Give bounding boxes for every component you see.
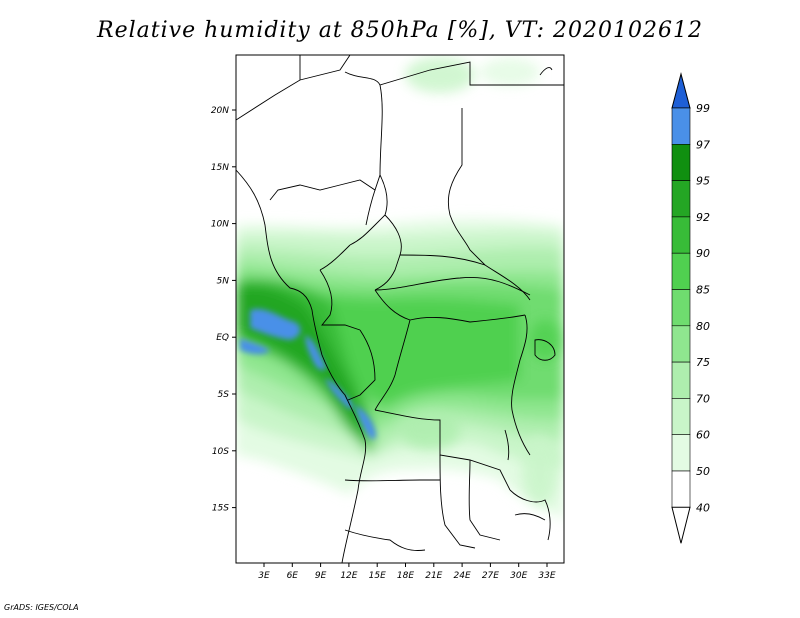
colorbar-swatch (671, 180, 691, 218)
colorbar-label: 50 (696, 465, 710, 478)
colorbar-bottom-arrow (671, 506, 691, 544)
latitude-axis: 20N 15N 10N 5N EQ 5S 10S 15S (211, 106, 236, 514)
lat-tick-label: 15S (212, 504, 229, 514)
colorbar-label: 60 (696, 429, 710, 442)
chart-title: Relative humidity at 850hPa [%], VT: 202… (97, 18, 703, 43)
lat-tick-label: 15N (211, 163, 229, 173)
colorbar-label: 92 (696, 211, 710, 224)
grads-credit: GrADS: IGES/COLA (4, 603, 79, 612)
lat-tick-label: 5N (217, 276, 230, 286)
lon-tick-label: 18E (397, 571, 414, 581)
lon-tick-label: 30E (510, 571, 527, 581)
lon-tick-label: 9E (315, 571, 327, 581)
colorbar-label: 85 (696, 284, 710, 297)
colorbar-swatch (671, 252, 691, 290)
colorbar-label: 97 (696, 138, 710, 151)
colorbar-label: 70 (696, 392, 710, 405)
colorbar-label: 99 (696, 102, 710, 115)
lon-tick-label: 21E (425, 571, 442, 581)
colorbar-swatch (671, 289, 691, 327)
lon-tick-label: 15E (369, 571, 386, 581)
lat-tick-label: 10N (211, 220, 229, 230)
lat-tick-label: 10S (212, 447, 229, 457)
country-borders (236, 55, 564, 563)
colorbar-swatch (671, 107, 691, 145)
colorbar-label: 90 (696, 247, 710, 260)
colorbar-swatch (671, 398, 691, 435)
colorbar-label: 80 (696, 320, 710, 333)
colorbar-swatch (671, 144, 691, 181)
humidity-shading (236, 55, 564, 563)
colorbar-label: 40 (696, 501, 710, 514)
colorbar-swatch (671, 470, 691, 508)
lon-tick-label: 3E (258, 571, 270, 581)
colorbar-top-arrow (671, 72, 691, 109)
plot-frame (235, 54, 565, 564)
lat-tick-label: 20N (211, 106, 229, 116)
lon-tick-label: 24E (454, 571, 471, 581)
lon-tick-label: 27E (482, 571, 499, 581)
colorbar-label: 75 (696, 356, 710, 369)
lon-tick-label: 12E (340, 571, 357, 581)
lat-tick-label: EQ (216, 333, 229, 343)
lat-tick-label: 5S (218, 390, 230, 400)
lon-tick-label: 33E (538, 571, 555, 581)
colorbar-label: 95 (696, 175, 710, 188)
colorbar-swatch (671, 361, 691, 399)
lon-tick-label: 6E (287, 571, 299, 581)
colorbar-swatch (671, 325, 691, 363)
colorbar-swatch (671, 216, 691, 254)
colorbar-swatch (671, 434, 691, 472)
longitude-axis: 3E 6E 9E 12E 15E 18E 21E 24E 27E 30E 33E (258, 563, 556, 581)
colorbar: 99 97 95 92 90 85 80 75 70 60 50 40 (671, 72, 710, 544)
